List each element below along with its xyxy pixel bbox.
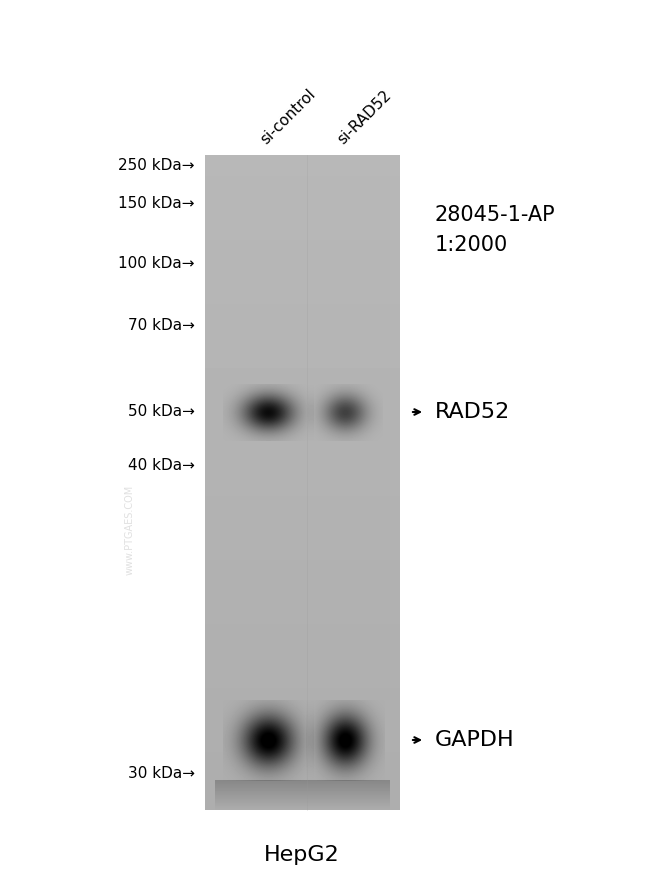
- Text: si-RAD52: si-RAD52: [334, 87, 394, 147]
- Text: 28045-1-AP
1:2000: 28045-1-AP 1:2000: [435, 205, 556, 255]
- Text: 100 kDa→: 100 kDa→: [118, 255, 195, 270]
- Text: si-control: si-control: [257, 87, 318, 147]
- Text: 30 kDa→: 30 kDa→: [128, 766, 195, 781]
- Text: 250 kDa→: 250 kDa→: [118, 159, 195, 174]
- Text: 150 kDa→: 150 kDa→: [118, 195, 195, 211]
- Text: 70 kDa→: 70 kDa→: [128, 318, 195, 333]
- Text: 50 kDa→: 50 kDa→: [128, 404, 195, 419]
- Text: 40 kDa→: 40 kDa→: [128, 458, 195, 473]
- Text: HepG2: HepG2: [264, 845, 340, 865]
- Text: RAD52: RAD52: [435, 402, 510, 422]
- Text: www.PTGAES.COM: www.PTGAES.COM: [125, 485, 135, 575]
- Text: GAPDH: GAPDH: [435, 730, 515, 750]
